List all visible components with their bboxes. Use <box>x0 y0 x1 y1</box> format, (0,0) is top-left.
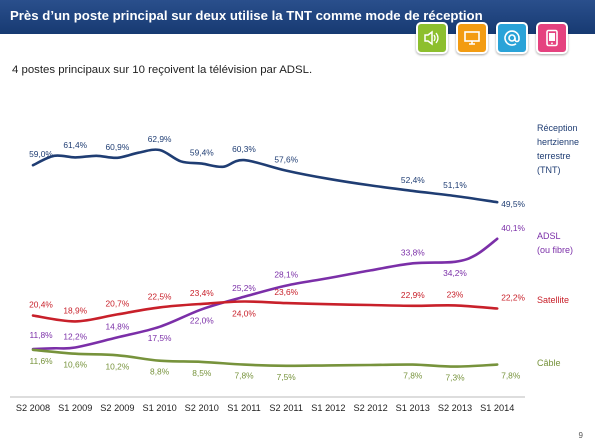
tablet-icon <box>536 22 568 54</box>
data-label: 33,8% <box>401 247 425 257</box>
header-banner: Près d’un poste principal sur deux utili… <box>0 0 595 34</box>
data-label: 24,0% <box>232 309 256 319</box>
data-label: 22,2% <box>501 293 525 303</box>
series-line-cable <box>31 348 499 368</box>
data-label: 7,8% <box>234 371 254 381</box>
legend-entry-reception-hertzienne-terrestre-tnt: hertzienne <box>537 137 579 147</box>
data-label: 10,6% <box>63 360 87 370</box>
series-line-satellite <box>31 300 499 323</box>
x-tick-label: S1 2009 <box>58 403 92 413</box>
data-label: 22,9% <box>401 290 425 300</box>
data-label: 22,0% <box>190 315 214 325</box>
data-label: 57,6% <box>274 155 298 165</box>
data-label: 60,3% <box>232 144 256 154</box>
speaker-icon <box>416 22 448 54</box>
x-tick-label: S2 2011 <box>269 403 303 413</box>
data-label: 49,5% <box>501 199 525 209</box>
data-label: 11,6% <box>29 356 53 366</box>
data-label: 62,9% <box>148 134 172 144</box>
x-tick-label: S1 2013 <box>396 403 430 413</box>
data-label: 11,8% <box>29 330 53 340</box>
data-label: 12,2% <box>63 331 87 341</box>
at-sign-icon <box>496 22 528 54</box>
data-label: 23% <box>447 289 464 299</box>
data-label: 20,7% <box>106 298 130 308</box>
media-icons <box>416 22 568 54</box>
data-label: 40,1% <box>501 223 525 233</box>
data-label: 22,5% <box>148 291 172 301</box>
data-label: 59,4% <box>190 148 214 158</box>
data-label: 23,4% <box>190 288 214 298</box>
legend-entry-adsl-ou-fibre: (ou fibre) <box>537 245 573 255</box>
data-label: 7,8% <box>403 371 423 381</box>
tv-icon <box>456 22 488 54</box>
data-label: 17,5% <box>148 333 172 343</box>
page-number: 9 <box>578 431 583 440</box>
x-tick-label: S1 2010 <box>142 403 176 413</box>
x-tick-label: S1 2014 <box>480 403 514 413</box>
legend-entry-satellite: Satellite <box>537 295 569 305</box>
legend-entry-reception-hertzienne-terrestre-tnt: Réception <box>537 123 578 133</box>
legend-entry-cable: Câble <box>537 358 561 368</box>
data-label: 51,1% <box>443 180 467 190</box>
x-tick-label: S2 2010 <box>185 403 219 413</box>
series-line-reception-hertzienne-terrestre-tnt <box>31 148 499 204</box>
x-tick-label: S1 2011 <box>227 403 261 413</box>
data-label: 18,9% <box>63 305 87 315</box>
data-label: 8,5% <box>192 368 212 378</box>
data-label: 14,8% <box>106 321 130 331</box>
x-tick-label: S2 2009 <box>100 403 134 413</box>
data-label: 34,2% <box>443 268 467 278</box>
series-line-adsl-ou-fibre <box>31 237 499 351</box>
data-label: 8,8% <box>150 367 170 377</box>
x-tick-label: S2 2012 <box>353 403 387 413</box>
data-label: 52,4% <box>401 175 425 185</box>
x-tick-label: S2 2008 <box>16 403 50 413</box>
data-label: 7,3% <box>445 373 465 383</box>
data-label: 25,2% <box>232 283 256 293</box>
data-label: 23,6% <box>274 287 298 297</box>
legend-entry-adsl-ou-fibre: ADSL <box>537 231 561 241</box>
page-title: Près d’un poste principal sur deux utili… <box>10 8 483 23</box>
data-label: 60,9% <box>106 142 130 152</box>
chart-subtitle: 4 postes principaux sur 10 reçoivent la … <box>12 64 313 76</box>
x-tick-label: S2 2013 <box>438 403 472 413</box>
data-label: 7,8% <box>501 371 521 381</box>
data-label: 20,4% <box>29 300 53 310</box>
legend-entry-reception-hertzienne-terrestre-tnt: (TNT) <box>537 165 561 175</box>
data-label: 28,1% <box>274 270 298 280</box>
data-label: 10,2% <box>106 361 130 371</box>
data-label: 59,0% <box>29 149 53 159</box>
data-label: 7,5% <box>277 372 297 382</box>
data-label: 61,4% <box>63 140 87 150</box>
legend-entry-reception-hertzienne-terrestre-tnt: terrestre <box>537 151 571 161</box>
x-tick-label: S1 2012 <box>311 403 345 413</box>
